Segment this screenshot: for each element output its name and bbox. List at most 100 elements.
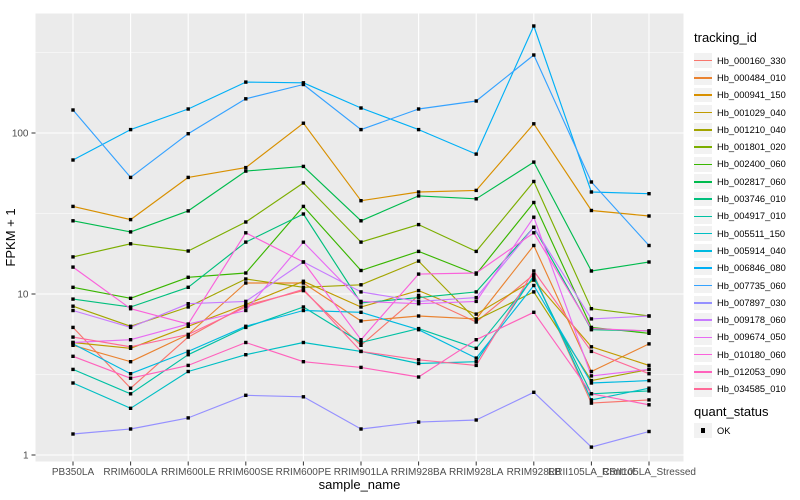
data-point [647,214,651,218]
data-point [474,338,478,342]
data-point [128,307,133,311]
legend-item-label: Hb_012053_090 [717,366,786,377]
data-point [532,278,536,282]
data-point [647,429,651,434]
data-point [416,259,421,263]
data-point [244,353,248,357]
data-point [301,204,306,209]
data-point [71,432,75,436]
legend-line-icon [694,94,712,97]
legend-item-Hb_002400_060: Hb_002400_060 [694,156,800,173]
data-point [589,190,594,194]
x-axis-title: sample_name [319,477,401,492]
data-point [71,308,75,313]
data-point [589,326,594,331]
data-point [186,302,190,306]
legend-key-swatch [694,122,712,138]
data-point [359,106,363,110]
legend-item-label: Hb_000484_010 [717,72,786,83]
data-point [359,365,363,370]
data-point [589,208,594,213]
data-point [474,299,478,304]
legend-item-Hb_001801_020: Hb_001801_020 [694,138,800,155]
data-point [128,230,133,234]
data-point [71,325,75,330]
data-point [301,164,306,169]
legend-key-swatch [694,243,712,259]
data-point [474,360,478,364]
legend-item-label: Hb_005511_150 [717,228,786,239]
legend-line-icon [694,250,712,252]
legend-line-icon [694,129,712,131]
data-point [416,127,421,132]
data-point [359,199,363,203]
y-axis-title: FPKM + 1 [3,208,18,266]
data-point [474,356,478,360]
data-point [186,175,190,180]
legend-key-swatch [694,364,712,380]
data-point [474,188,478,193]
data-point [128,392,133,396]
legend-line-icon [694,180,712,183]
data-point [416,328,421,332]
data-point [416,302,421,306]
data-point [244,231,248,235]
data-point [416,293,421,298]
data-point [416,107,421,111]
data-point [474,197,478,201]
black-square-marker-icon [700,428,706,433]
data-point [359,310,363,314]
data-point [359,427,363,431]
legend-item-label: Hb_000941_150 [717,90,786,101]
data-point [532,283,536,288]
data-point [128,376,133,380]
data-point [244,308,248,313]
data-point [186,369,190,374]
data-point [416,420,421,424]
data-point [589,381,594,385]
legend-item-Hb_006846_080: Hb_006846_080 [694,260,800,277]
data-point [474,346,478,350]
data-point [474,99,478,103]
data-point [589,369,594,374]
legend-item-label: Hb_001029_040 [717,107,786,118]
legend-key-swatch [694,295,712,311]
data-point [474,249,478,254]
data-point [128,175,133,180]
data-point [186,349,190,354]
data-point [128,427,133,431]
legend-key-swatch [694,139,712,155]
data-point [532,179,536,184]
data-point [416,295,421,300]
legend-item-Hb_009178_060: Hb_009178_060 [694,311,800,328]
legend-item-Hb_005914_040: Hb_005914_040 [694,242,800,259]
data-point [532,231,536,235]
data-point [244,80,248,84]
legend-line-icon [694,319,712,321]
x-tick-label: RRII105LA_Control [548,467,635,478]
legend-item-label: Hb_007897_030 [717,297,786,308]
legend-item-Hb_034585_010: Hb_034585_010 [694,381,800,398]
data-point [301,82,306,87]
data-point [589,401,594,405]
data-point [244,220,248,224]
data-point [301,181,306,185]
data-point [128,325,133,330]
legend-title-tracking-id: tracking_id [694,30,757,45]
data-point [301,212,306,216]
legend-item-label: Hb_007735_060 [717,280,786,291]
data-point [244,169,248,173]
legend-item-Hb_010180_060: Hb_010180_060 [694,346,800,363]
data-point [71,265,75,269]
x-tick-label: RRIM901LA [334,467,389,478]
data-point [532,53,536,57]
data-point [128,242,133,246]
data-point [474,295,478,300]
data-point [186,132,190,136]
data-point [647,389,651,393]
quant-ok-label: OK [717,425,731,436]
data-point [301,340,306,345]
legend-line-icon [694,388,712,391]
data-point [474,290,478,294]
data-point [416,222,421,227]
